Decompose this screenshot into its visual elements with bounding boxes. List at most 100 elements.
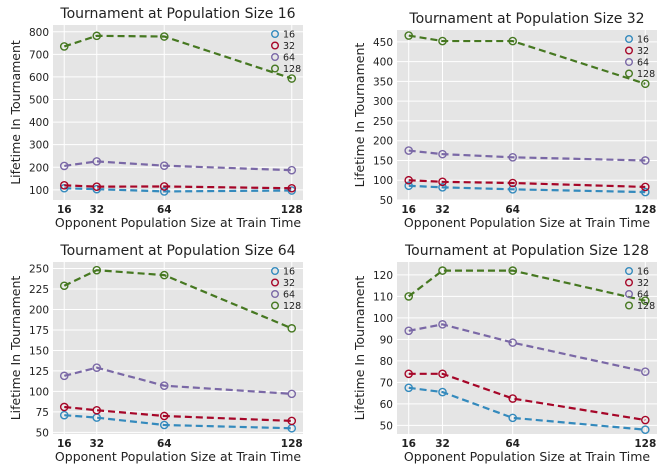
plot-area	[53, 262, 303, 434]
y-tick-label: 150	[373, 155, 393, 167]
y-tick-label: 150	[29, 345, 49, 357]
series-line-32	[408, 372, 646, 422]
x-tick-label: 16	[57, 204, 72, 216]
data-point	[159, 32, 169, 41]
chart-title: Tournament at Population Size 16	[59, 6, 295, 22]
legend-label: 64	[283, 53, 295, 64]
legend-marker	[271, 278, 280, 287]
data-point	[59, 181, 69, 190]
data-point	[438, 320, 447, 329]
y-tick-label: 50	[380, 195, 393, 207]
data-point	[508, 178, 518, 188]
legend-label: 16	[283, 30, 295, 41]
legend-marker	[625, 46, 634, 55]
y-axis-label: Lifetime In Tournament	[352, 276, 367, 421]
data-point	[438, 149, 447, 159]
y-tick-label: 175	[29, 325, 49, 337]
data-point	[159, 187, 169, 196]
data-point	[159, 161, 169, 170]
x-tick-label: 16	[401, 204, 416, 216]
data-point	[59, 183, 69, 193]
data-point	[641, 425, 650, 435]
data-point	[404, 146, 414, 155]
y-tick-label: 110	[373, 291, 393, 303]
chart-title: Tournament at Population Size 128	[404, 243, 649, 259]
x-tick-label: 128	[281, 204, 303, 216]
legend-marker	[625, 301, 634, 310]
data-point	[92, 265, 102, 275]
legend-marker	[625, 58, 634, 67]
legend-label: 16	[637, 267, 649, 278]
data-point	[92, 184, 102, 194]
data-point	[641, 296, 650, 306]
data-point	[159, 381, 169, 390]
x-tick-label: 128	[634, 438, 656, 450]
data-point	[287, 165, 297, 175]
y-axis-label: Lifetime In Tournament	[352, 43, 367, 188]
x-tick-label: 16	[57, 438, 72, 450]
legend-marker	[271, 290, 280, 299]
data-point	[59, 402, 69, 412]
y-tick-label: 500	[29, 95, 49, 107]
series-line-32	[64, 184, 292, 190]
y-tick-label: 250	[373, 116, 393, 128]
data-point	[92, 157, 102, 166]
y-tick-label: 100	[29, 386, 49, 398]
data-point	[59, 371, 69, 381]
data-point	[641, 156, 650, 165]
y-tick-label: 90	[380, 334, 393, 346]
x-tick-label: 32	[89, 438, 104, 450]
data-point	[641, 367, 650, 376]
data-point	[404, 31, 414, 40]
legend-marker	[625, 278, 634, 287]
legend-label: 32	[283, 278, 295, 289]
x-tick-label: 128	[281, 438, 303, 450]
data-point	[159, 182, 169, 191]
x-axis-label: Opponent Population Size at Train Time	[404, 215, 650, 230]
legend-marker	[625, 267, 634, 276]
y-tick-label: 120	[373, 270, 393, 282]
data-point	[508, 338, 518, 347]
y-tick-label: 60	[380, 399, 393, 411]
legend-label: 16	[283, 267, 295, 278]
data-point	[508, 394, 518, 403]
data-point	[287, 324, 297, 333]
legend-label: 32	[637, 46, 649, 57]
data-point	[438, 266, 447, 275]
y-tick-label: 200	[29, 305, 49, 317]
series-line-16	[408, 184, 646, 194]
legend-label: 64	[283, 290, 295, 301]
x-axis-label: Opponent Population Size at Train Time	[55, 215, 301, 230]
series-line-32	[64, 405, 292, 422]
data-point	[159, 411, 169, 421]
data-point	[287, 74, 297, 83]
data-point	[92, 405, 102, 415]
data-point	[508, 185, 518, 194]
data-point	[641, 182, 650, 192]
series-line-128	[63, 34, 293, 80]
data-point	[92, 182, 102, 191]
data-point	[508, 36, 518, 46]
data-point	[438, 369, 447, 379]
series-line-128	[408, 34, 646, 85]
legend-marker	[271, 30, 280, 39]
legend-label: 128	[637, 301, 655, 312]
data-point	[59, 410, 69, 420]
data-point	[92, 31, 102, 41]
y-tick-label: 400	[29, 117, 49, 129]
data-point	[438, 387, 447, 397]
x-axis-label: Opponent Population Size at Train Time	[55, 449, 301, 464]
x-tick-label: 32	[435, 204, 450, 216]
data-point	[287, 416, 297, 426]
legend-marker	[271, 267, 280, 276]
legend-label: 128	[637, 69, 655, 80]
y-tick-label: 80	[380, 356, 393, 368]
x-tick-label: 64	[505, 438, 520, 450]
legend-marker	[625, 290, 634, 299]
data-point	[508, 413, 518, 423]
y-tick-label: 200	[373, 136, 393, 148]
